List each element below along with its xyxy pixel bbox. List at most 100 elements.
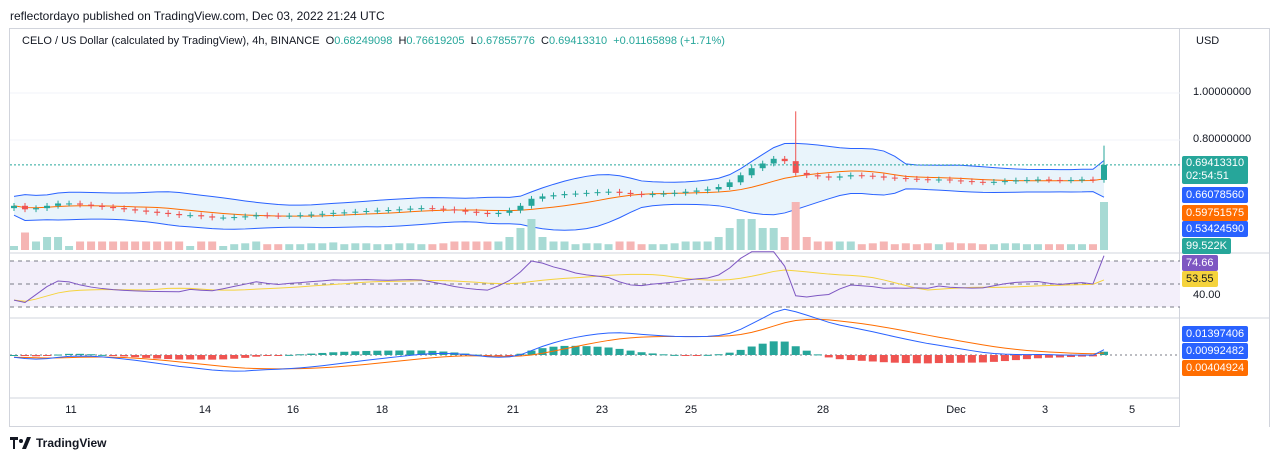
macd-histogram-bar xyxy=(131,355,140,358)
volume-bar xyxy=(373,244,382,250)
candle-body xyxy=(1056,179,1063,181)
volume-bar xyxy=(560,241,569,250)
macd-histogram-bar xyxy=(318,352,327,355)
candle-body xyxy=(55,203,62,206)
volume-bar xyxy=(76,241,85,250)
volume-bar xyxy=(153,241,162,250)
candle-body xyxy=(429,208,436,210)
macd-histogram-bar xyxy=(417,350,426,355)
macd-line xyxy=(13,308,1105,372)
volume-bar xyxy=(956,243,965,250)
candle-body xyxy=(451,209,458,211)
volume-bar xyxy=(802,237,811,250)
volume-bar xyxy=(626,241,635,250)
macd-histogram-bar xyxy=(670,354,679,356)
macd-histogram-bar xyxy=(395,350,404,355)
volume-bar xyxy=(32,241,41,250)
candle-body xyxy=(385,210,392,212)
macd-histogram-bar xyxy=(604,347,613,355)
volume-bar xyxy=(923,243,932,250)
x-tick-label: 11 xyxy=(65,404,77,416)
rsi-ma-label: 53.55 xyxy=(1182,271,1218,287)
candle-body xyxy=(77,203,84,205)
x-tick-label: 28 xyxy=(816,404,830,416)
bollinger-lower-line xyxy=(13,188,1105,231)
candle-body xyxy=(638,194,645,196)
candle-body xyxy=(649,194,656,196)
candle-body xyxy=(528,198,535,206)
volume-bar xyxy=(120,241,129,250)
volume-bar xyxy=(857,244,866,250)
candle-body xyxy=(957,180,964,182)
macd-histogram-bar xyxy=(824,355,833,358)
macd-histogram-bar xyxy=(307,353,316,355)
macd-histogram-bar xyxy=(285,354,294,356)
volume-bar xyxy=(109,241,118,250)
volume-bar xyxy=(1088,244,1097,250)
tradingview-footer[interactable]: TradingView xyxy=(10,436,106,450)
candle-body xyxy=(682,191,689,193)
publisher-line: reflectordayo published on TradingView.c… xyxy=(10,9,385,23)
macd-histogram-bar xyxy=(747,346,756,355)
volume-bar xyxy=(934,244,943,250)
volume-bar xyxy=(351,243,360,250)
candle-body xyxy=(550,195,557,197)
candle-body xyxy=(407,208,414,210)
bb-upper-label: 0.66078560 xyxy=(1182,187,1249,203)
volume-bar xyxy=(131,241,140,250)
x-tick-label: 14 xyxy=(198,404,212,416)
candle-body xyxy=(770,158,777,164)
volume-bar xyxy=(670,243,679,250)
volume-bar xyxy=(340,244,349,250)
macd-histogram-bar xyxy=(527,350,536,355)
price-tick: 0.80000000 xyxy=(1193,133,1252,145)
volume-bar xyxy=(791,202,800,250)
volume-bar xyxy=(318,243,327,250)
candle-body xyxy=(99,205,106,207)
candle-body xyxy=(440,208,447,210)
candle-body xyxy=(1101,164,1107,180)
volume-bar xyxy=(10,246,18,250)
signal-label: 0.00992482 xyxy=(1182,343,1249,359)
macd-histogram-bar xyxy=(175,355,184,360)
volume-bar xyxy=(758,228,767,250)
macd-histogram-bar xyxy=(505,355,514,356)
candle-body xyxy=(715,187,722,190)
candle-body xyxy=(693,190,700,192)
footer-brand: TradingView xyxy=(36,436,107,450)
macd-histogram-bar xyxy=(21,355,30,357)
legend-close: 0.69413310 xyxy=(549,35,608,47)
legend-close-label: C xyxy=(541,35,549,47)
candle-body xyxy=(418,208,425,210)
macd-histogram-bar xyxy=(615,348,624,355)
candle-body xyxy=(198,215,205,217)
volume-bar xyxy=(714,237,723,250)
candle-body xyxy=(33,208,40,210)
macd-histogram-bar xyxy=(714,354,723,356)
macd-histogram-bar xyxy=(901,355,910,364)
last-price-label: 0.69413310 02:54:51 xyxy=(1182,156,1249,184)
volume-bar xyxy=(142,241,151,250)
candle-body xyxy=(165,212,172,215)
candle-body xyxy=(143,210,150,212)
price-axis[interactable] xyxy=(1180,28,1270,427)
macd-histogram-bar xyxy=(153,355,162,359)
macd-histogram-bar xyxy=(989,355,998,362)
macd-histogram-bar xyxy=(1055,355,1064,358)
macd-histogram-bar xyxy=(197,355,206,360)
volume-bar xyxy=(846,241,855,250)
volume-bar xyxy=(659,244,668,250)
volume-bar xyxy=(549,241,558,250)
macd-histogram-bar xyxy=(648,353,657,355)
candle-body xyxy=(154,211,161,213)
candle-body xyxy=(1001,181,1008,183)
candle-body xyxy=(671,192,678,194)
candle-body xyxy=(990,181,997,183)
candle-body xyxy=(759,163,766,169)
volume-bar xyxy=(1100,202,1108,250)
candle-body xyxy=(836,176,843,178)
candle-body xyxy=(1045,179,1052,181)
macd-histogram-bar xyxy=(857,355,866,361)
volume-bar xyxy=(483,241,492,250)
